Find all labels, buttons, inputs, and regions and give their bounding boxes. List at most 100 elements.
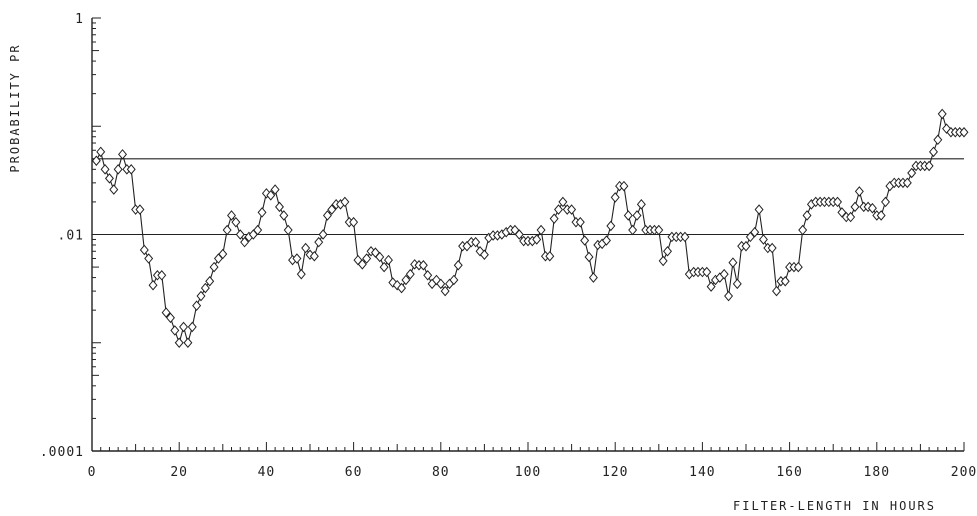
data-point: [902, 177, 912, 189]
data-point: [118, 149, 128, 160]
data-point: [418, 259, 428, 271]
data-point: [362, 253, 372, 264]
x-tick-label: 80: [432, 465, 450, 480]
data-point: [628, 224, 638, 236]
data-point: [802, 210, 812, 221]
data-point: [139, 244, 149, 256]
data-point: [100, 164, 110, 175]
data-point: [161, 307, 171, 318]
data-point: [240, 236, 250, 248]
axes: [91, 18, 964, 452]
data-point: [680, 231, 690, 243]
data-point: [758, 234, 768, 245]
data-point: [274, 201, 284, 213]
x-tick-label: 20: [170, 465, 188, 480]
data-point: [663, 245, 673, 257]
data-point: [876, 210, 886, 221]
data-point: [554, 204, 564, 215]
data-point: [192, 300, 202, 311]
data-point: [580, 235, 590, 246]
data-point: [279, 210, 289, 221]
data-point: [449, 274, 459, 286]
data-point: [850, 201, 860, 213]
data-point: [113, 164, 123, 175]
data-point: [405, 268, 415, 280]
data-point: [148, 279, 158, 291]
data-point: [397, 282, 407, 294]
data-point: [383, 254, 393, 266]
data-point: [780, 275, 790, 287]
data-point: [767, 242, 777, 254]
data-point: [719, 268, 729, 280]
x-tick-label: 180: [864, 465, 890, 480]
data-point: [135, 204, 145, 215]
data-point: [357, 259, 367, 270]
data-point: [375, 251, 385, 263]
data-point: [200, 282, 210, 294]
data-point: [942, 123, 952, 134]
data-point: [231, 216, 241, 228]
data-point: [772, 285, 782, 297]
data-point: [732, 278, 742, 290]
data-point: [218, 248, 228, 260]
data-point: [227, 210, 237, 221]
data-point: [235, 229, 245, 240]
y-tick-label: .0001: [40, 445, 84, 460]
data-point: [702, 266, 712, 278]
data-point: [126, 164, 136, 175]
data-point: [423, 270, 433, 281]
data-point: [349, 216, 359, 228]
data-point: [314, 236, 324, 248]
x-tick-label: 100: [515, 465, 541, 480]
data-point: [174, 337, 184, 349]
data-point: [187, 321, 197, 333]
data-point: [567, 204, 577, 215]
data-point: [514, 229, 524, 240]
data-point: [301, 242, 311, 254]
data-point: [196, 290, 206, 302]
data-point: [309, 250, 319, 262]
data-point: [867, 202, 877, 214]
data-point: [266, 190, 276, 201]
data-point: [610, 192, 620, 203]
data-point: [793, 261, 803, 273]
x-axis-title: FILTER-LENGTH IN HOURS: [733, 499, 936, 513]
data-point: [636, 199, 646, 210]
data-point: [545, 250, 555, 262]
data-point: [109, 184, 119, 195]
data-point: [379, 261, 389, 273]
x-tick-label: 0: [88, 465, 97, 480]
data-point: [937, 108, 947, 120]
data-point: [318, 229, 328, 240]
x-tick-label: 60: [345, 465, 363, 480]
data-point: [619, 180, 629, 192]
data-point: [606, 220, 616, 232]
data-point: [933, 134, 943, 146]
data-point: [532, 234, 542, 245]
data-point: [327, 204, 337, 215]
data-point: [471, 236, 481, 248]
series: [91, 108, 969, 349]
data-point: [750, 226, 760, 238]
data-point: [436, 278, 446, 290]
data-point: [907, 167, 917, 179]
data-point: [728, 257, 738, 268]
data-point: [575, 216, 585, 228]
x-tick-label: 140: [689, 465, 715, 480]
data-point: [959, 126, 969, 138]
data-point: [183, 337, 193, 349]
data-point: [632, 210, 642, 221]
x-tick-label: 160: [776, 465, 802, 480]
data-point: [104, 173, 114, 184]
data-point: [205, 275, 215, 287]
data-point: [584, 251, 594, 263]
data-point: [440, 285, 450, 297]
data-point: [654, 224, 664, 236]
data-point: [558, 196, 568, 208]
data-point: [270, 184, 280, 195]
y-tick-label: 1: [75, 12, 84, 27]
data-point: [928, 146, 938, 158]
data-point: [881, 196, 891, 208]
data-point: [536, 224, 546, 236]
